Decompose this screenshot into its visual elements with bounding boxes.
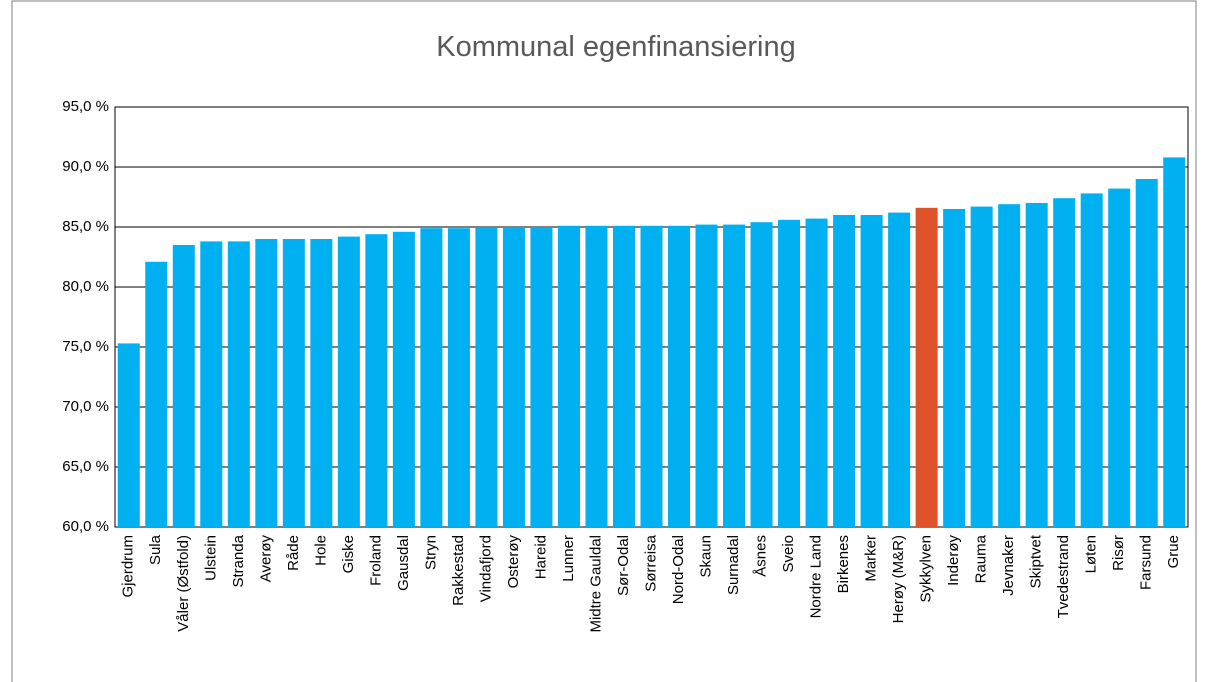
bar	[227, 241, 250, 527]
x-tick-label: Sørreisa	[642, 534, 659, 591]
bar	[117, 343, 140, 527]
x-tick-label: Løten	[1083, 535, 1100, 573]
y-tick-label: 90,0 %	[62, 158, 109, 175]
bar	[585, 225, 608, 528]
bar	[805, 218, 828, 527]
bar	[860, 215, 883, 527]
x-tick-label: Sula	[147, 534, 164, 565]
bar	[310, 239, 333, 527]
y-tick-label: 85,0 %	[62, 218, 109, 235]
bar	[640, 225, 663, 528]
x-tick-label: Stranda	[230, 534, 247, 587]
x-tick-label: Stryn	[422, 535, 439, 570]
y-tick-label: 70,0 %	[62, 398, 109, 415]
x-tick-label: Våler (Østfold)	[175, 535, 192, 632]
bar	[1025, 203, 1048, 527]
x-tick-label: Nord-Odal	[670, 535, 687, 604]
bar	[502, 227, 525, 527]
x-tick-label: Farsund	[1138, 535, 1155, 590]
bar	[255, 239, 278, 527]
x-tick-label: Nordre Land	[808, 535, 825, 618]
x-tick-label: Sykkylven	[918, 535, 935, 603]
bar	[200, 241, 223, 527]
x-tick-label: Lunner	[560, 535, 577, 582]
x-tick-label: Vindafjord	[477, 535, 494, 602]
bar	[1080, 193, 1103, 527]
bar	[145, 261, 168, 527]
x-tick-label: Averøy	[257, 535, 274, 583]
x-tick-label: Risør	[1110, 535, 1127, 571]
x-tick-label: Midtre Gauldal	[587, 535, 604, 633]
bar	[337, 236, 360, 527]
x-tick-label: Åsnes	[753, 535, 770, 577]
bar	[778, 219, 801, 528]
bar	[365, 234, 388, 527]
bar	[530, 227, 553, 527]
bar	[392, 231, 415, 528]
x-tick-label: Froland	[367, 535, 384, 586]
y-tick-label: 75,0 %	[62, 338, 109, 355]
x-tick-label: Inderøy	[945, 535, 962, 586]
x-tick-label: Surnadal	[725, 535, 742, 595]
bar	[750, 222, 773, 527]
bar	[833, 215, 856, 527]
bar	[557, 225, 580, 528]
bar	[1135, 179, 1158, 527]
bar	[695, 224, 718, 527]
bar	[475, 227, 498, 527]
x-tick-label: Osterøy	[505, 535, 522, 589]
y-tick-label: 60,0 %	[62, 518, 109, 535]
bar	[172, 245, 195, 527]
bar	[998, 204, 1021, 527]
bar	[1108, 188, 1131, 527]
x-tick-label: Gjerdrum	[120, 535, 137, 598]
bar	[888, 212, 911, 527]
y-tick-label: 80,0 %	[62, 278, 109, 295]
x-tick-label: Birkenes	[835, 535, 852, 593]
x-tick-label: Giske	[340, 535, 357, 573]
y-tick-label: 65,0 %	[62, 458, 109, 475]
y-tick-label: 95,0 %	[62, 98, 109, 115]
x-tick-label: Gausdal	[395, 535, 412, 591]
bar	[612, 225, 635, 528]
x-tick-label: Ulstein	[202, 535, 219, 581]
x-tick-label: Marker	[863, 535, 880, 582]
x-tick-label: Tvedestrand	[1055, 535, 1072, 618]
x-tick-label: Grue	[1165, 535, 1182, 568]
x-tick-label: Rakkestad	[450, 535, 467, 606]
x-tick-label: Herøy (M&R)	[890, 535, 907, 623]
x-tick-label: Skiptvet	[1028, 534, 1045, 588]
x-tick-label: Sør-Odal	[615, 535, 632, 596]
bar	[1163, 157, 1186, 527]
bar	[915, 207, 938, 528]
x-tick-label: Rauma	[973, 534, 990, 583]
x-tick-label: Råde	[285, 535, 302, 571]
bar	[447, 228, 470, 527]
x-tick-label: Sveio	[780, 535, 797, 573]
x-tick-label: Skaun	[697, 535, 714, 578]
bar	[970, 206, 993, 527]
bar	[943, 209, 966, 527]
x-tick-label: Hole	[312, 535, 329, 566]
bar	[723, 224, 746, 527]
bar	[420, 228, 443, 527]
chart-title: Kommunal egenfinansiering	[436, 31, 796, 63]
bar	[282, 239, 305, 527]
x-tick-label: Hareid	[532, 535, 549, 579]
bar	[668, 225, 691, 528]
bar	[1053, 198, 1076, 527]
x-tick-label: Jevnaker	[1000, 535, 1017, 596]
